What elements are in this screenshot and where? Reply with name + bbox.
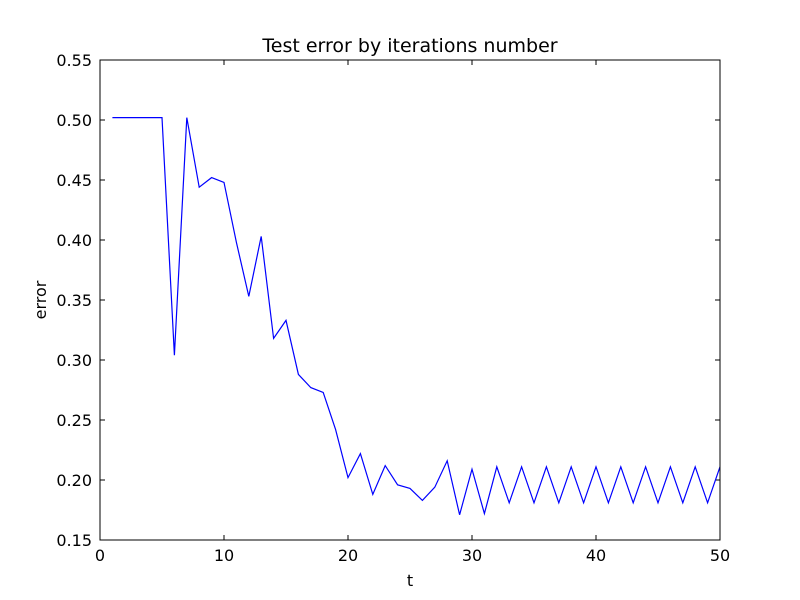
y-tick-label: 0.20 — [56, 471, 92, 490]
y-tick-label: 0.25 — [56, 411, 92, 430]
y-tick-label: 0.55 — [56, 51, 92, 70]
x-tick-label: 20 — [338, 546, 358, 565]
x-tick-label: 40 — [586, 546, 606, 565]
y-tick-label: 0.40 — [56, 231, 92, 250]
y-axis-label: error — [31, 280, 50, 319]
y-tick-label: 0.15 — [56, 531, 92, 550]
chart-title: Test error by iterations number — [261, 35, 557, 57]
y-tick-label: 0.35 — [56, 291, 92, 310]
y-tick-label: 0.50 — [56, 111, 92, 130]
axes-frame — [99, 59, 721, 541]
y-tick-label: 0.45 — [56, 171, 92, 190]
x-axis-label: t — [407, 571, 413, 590]
series-line — [112, 116, 720, 516]
x-tick-label: 30 — [462, 546, 482, 565]
x-tick-label: 0 — [95, 546, 105, 565]
plot-area: 0 10 20 30 40 50 0.15 0.20 0.25 0.30 0.35 0.40 0.45 0… — [56, 51, 730, 565]
y-tick-label: 0.30 — [56, 351, 92, 370]
x-tick-label: 50 — [710, 546, 730, 565]
x-tick-label: 10 — [214, 546, 234, 565]
